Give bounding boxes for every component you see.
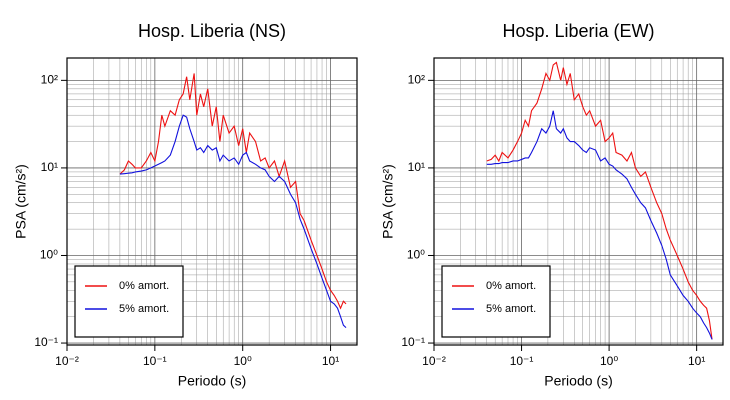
- x-axis-label: Periodo (s): [178, 373, 246, 389]
- legend-label: 5% amort.: [486, 303, 536, 315]
- chart: 10⁻² 10⁻¹ 10⁰ 10¹ 10⁻¹ 10⁰ 10¹ 10² Hosp. Liberia…: [380, 21, 724, 389]
- y-tick-label: 10⁻¹: [34, 335, 58, 349]
- series-line: [119, 73, 347, 310]
- legend-label: 0% amort.: [119, 280, 169, 292]
- y-tick-label: 10⁻¹: [401, 335, 425, 349]
- y-tick-label: 10²: [408, 73, 425, 87]
- plot-frame: [433, 57, 724, 346]
- x-axis-label: Periodo (s): [544, 373, 612, 389]
- series-line: [119, 114, 347, 329]
- legend-box: [441, 265, 551, 338]
- y-tick-label: 10¹: [41, 160, 58, 174]
- x-tick-label: 10⁰: [234, 354, 252, 368]
- y-tick-label: 10⁰: [407, 248, 425, 262]
- x-tick-label: 10¹: [688, 354, 705, 368]
- legend-label: 0% amort.: [486, 280, 536, 292]
- chart-title: Hosp. Liberia (EW): [502, 21, 654, 41]
- x-tick-label: 10⁻²: [55, 354, 79, 368]
- x-tick-label: 10⁰: [600, 354, 618, 368]
- series-line: [486, 61, 713, 340]
- x-tick-label: 10⁻¹: [143, 354, 167, 368]
- plot-frame: [66, 57, 358, 346]
- legend-box: [74, 265, 184, 338]
- chart-title: Hosp. Liberia (NS): [138, 21, 286, 41]
- series-line: [486, 110, 713, 340]
- y-axis-label: PSA (cm/s²): [380, 164, 396, 239]
- y-axis-label: PSA (cm/s²): [13, 164, 29, 239]
- x-tick-label: 10⁻²: [422, 354, 446, 368]
- x-tick-label: 10⁻¹: [510, 354, 534, 368]
- y-tick-label: 10²: [41, 73, 58, 87]
- legend-label: 5% amort.: [119, 303, 169, 315]
- x-tick-label: 10¹: [322, 354, 339, 368]
- chart: 10⁻² 10⁻¹ 10⁰ 10¹ 10⁻¹ 10⁰ 10¹ 10² Hosp. Liberia…: [13, 21, 358, 389]
- y-tick-label: 10⁰: [40, 248, 58, 262]
- y-tick-label: 10¹: [408, 160, 425, 174]
